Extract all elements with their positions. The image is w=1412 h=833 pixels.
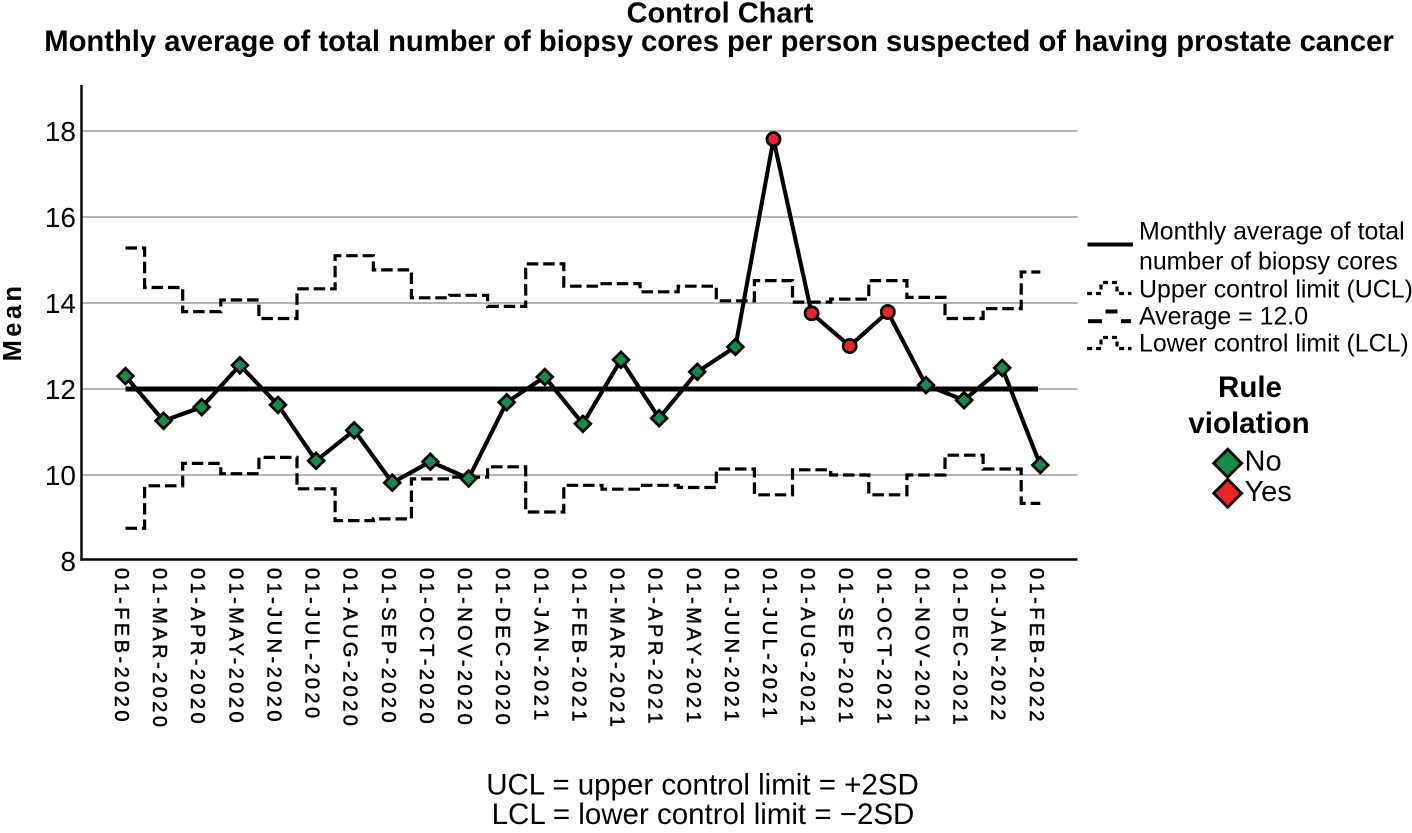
svg-text:01-AUG-2021: 01-AUG-2021 xyxy=(796,568,818,729)
svg-text:01-DEC-2021: 01-DEC-2021 xyxy=(949,568,971,728)
svg-text:01-MAY-2020: 01-MAY-2020 xyxy=(224,568,246,726)
svg-text:01-AUG-2020: 01-AUG-2020 xyxy=(339,568,361,729)
svg-text:LCL = lower control limit = −2: LCL = lower control limit = −2SD xyxy=(492,798,915,828)
svg-text:01-JUL-2020: 01-JUL-2020 xyxy=(301,568,323,722)
svg-text:01-APR-2021: 01-APR-2021 xyxy=(644,568,666,727)
svg-text:01-APR-2020: 01-APR-2020 xyxy=(186,568,208,727)
svg-text:01-OCT-2021: 01-OCT-2021 xyxy=(872,568,894,727)
svg-text:01-JUN-2021: 01-JUN-2021 xyxy=(720,568,742,725)
svg-text:Average = 12.0: Average = 12.0 xyxy=(1139,303,1308,331)
svg-text:Control Chart: Control Chart xyxy=(627,0,814,30)
svg-text:01-SEP-2020: 01-SEP-2020 xyxy=(377,568,399,726)
svg-text:Monthly average of total: Monthly average of total xyxy=(1139,218,1405,246)
svg-text:No: No xyxy=(1245,446,1282,478)
svg-text:Monthly average of total numbe: Monthly average of total number of biops… xyxy=(44,26,1393,58)
svg-text:Yes: Yes xyxy=(1245,476,1292,508)
svg-text:01-MAY-2021: 01-MAY-2021 xyxy=(682,568,704,726)
svg-text:18: 18 xyxy=(45,116,76,147)
svg-text:8: 8 xyxy=(60,546,76,577)
svg-text:violation: violation xyxy=(1188,407,1309,440)
svg-text:01-MAR-2021: 01-MAR-2021 xyxy=(606,568,628,730)
svg-text:01-FEB-2022: 01-FEB-2022 xyxy=(1025,568,1047,725)
svg-text:01-OCT-2020: 01-OCT-2020 xyxy=(415,568,437,727)
svg-text:01-SEP-2021: 01-SEP-2021 xyxy=(834,568,856,726)
svg-text:01-JAN-2021: 01-JAN-2021 xyxy=(529,568,551,724)
svg-text:01-NOV-2020: 01-NOV-2020 xyxy=(453,568,475,728)
svg-text:12: 12 xyxy=(45,374,76,405)
svg-text:14: 14 xyxy=(45,288,76,319)
svg-text:01-NOV-2021: 01-NOV-2021 xyxy=(911,568,933,728)
svg-text:Upper control limit (UCL): Upper control limit (UCL) xyxy=(1139,276,1412,304)
svg-text:number of biopsy cores: number of biopsy cores xyxy=(1139,248,1398,276)
svg-text:01-JAN-2022: 01-JAN-2022 xyxy=(987,568,1009,724)
svg-text:Mean: Mean xyxy=(0,283,27,362)
svg-text:16: 16 xyxy=(45,202,76,233)
svg-text:01-FEB-2020: 01-FEB-2020 xyxy=(110,568,132,725)
svg-text:01-JUL-2021: 01-JUL-2021 xyxy=(758,568,780,722)
svg-text:10: 10 xyxy=(45,460,76,491)
svg-text:Rule: Rule xyxy=(1218,371,1282,404)
svg-text:01-MAR-2020: 01-MAR-2020 xyxy=(148,568,170,730)
svg-text:UCL = upper control limit = +2: UCL = upper control limit = +2SD xyxy=(486,768,919,801)
svg-text:Lower control limit (LCL): Lower control limit (LCL) xyxy=(1139,330,1409,358)
svg-text:01-JUN-2020: 01-JUN-2020 xyxy=(263,568,285,725)
svg-text:01-DEC-2020: 01-DEC-2020 xyxy=(491,568,513,728)
svg-text:01-FEB-2021: 01-FEB-2021 xyxy=(567,568,589,725)
